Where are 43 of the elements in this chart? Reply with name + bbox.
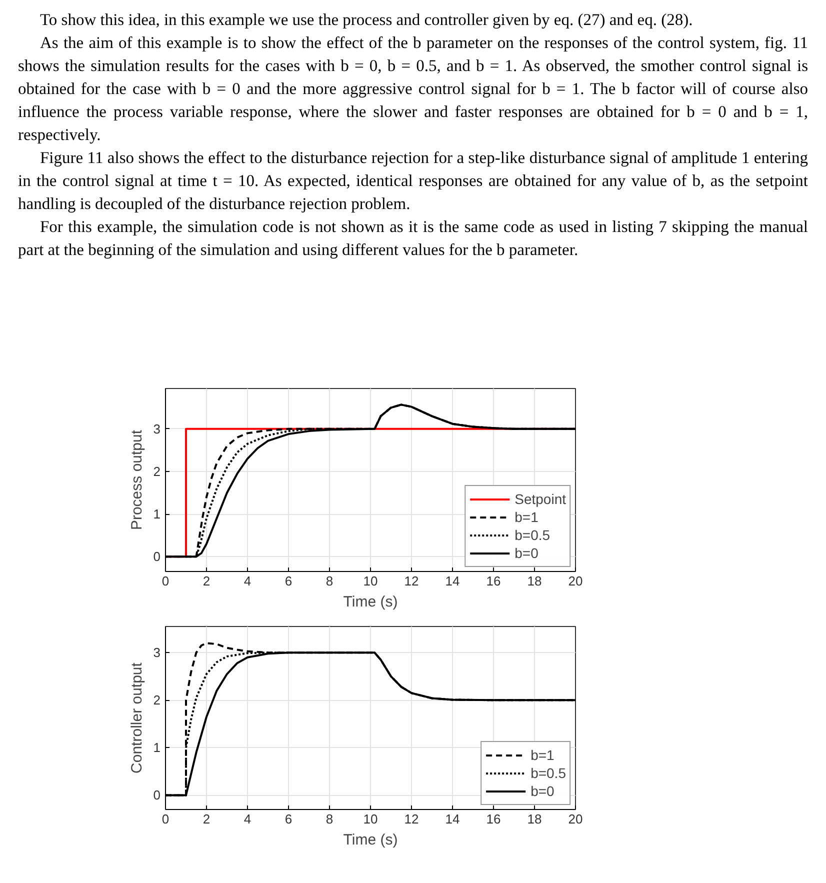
caption: Figure 11 also shows the effect to the disturbance rejection for a step-like disturbance signal of amplitude 1 entering in the control signal at time t = 10. As expected, identical responses are obtained for any value of b, as the setpoint handling is decoupled of the disturbance rejection problem.: [18, 147, 808, 215]
x-tick-label: 8: [326, 812, 334, 826]
text: To show this idea, in this example we use the process and controller given by eq. (27) and eq. (28).: [39, 9, 694, 31]
x-tick-label: 12: [404, 812, 419, 826]
legend-label: b=0: [514, 544, 538, 562]
legend-label: b=1: [514, 508, 538, 526]
y-tick-label: 1: [153, 740, 161, 756]
x-tick-label: 14: [445, 574, 460, 588]
x-tick-label: 16: [486, 812, 501, 826]
legend-label: b=1: [530, 746, 554, 764]
y-axis-title: Process output: [128, 429, 146, 530]
x-tick-label: 4: [244, 574, 252, 588]
x-tick-label: 6: [284, 812, 292, 826]
x-axis-title: Time (s): [343, 832, 398, 848]
x-tick-label: 8: [326, 574, 334, 588]
x-tick-label: 4: [244, 812, 252, 826]
x-axis-title: Time (s): [343, 594, 398, 610]
x-tick-label: 10: [363, 574, 378, 588]
y-axis-title: Controller output: [128, 662, 146, 774]
x-tick-label: 2: [202, 812, 210, 826]
x-tick-label: 18: [527, 574, 542, 588]
x-tick-label: 12: [404, 574, 419, 588]
legend-label: b=0: [530, 782, 554, 800]
x-tick-label: 16: [486, 574, 501, 588]
y-tick-label: 3: [153, 421, 161, 436]
y-tick-label: 2: [153, 692, 161, 708]
text: For this example, the simulation code is not shown as it is the same code as used in listing 7 skipping the manual part at the beginning of the simulation and using different values for the b parameter.: [18, 216, 808, 261]
y-tick-label: 1: [153, 506, 161, 522]
legend-label: Setpoint: [514, 490, 566, 508]
x-tick-label: 20: [568, 574, 583, 588]
y-tick-label: 0: [153, 788, 161, 803]
y-tick-label: 3: [153, 645, 161, 660]
x-tick-label: 10: [363, 812, 378, 826]
x-tick-label: 6: [284, 574, 292, 588]
x-tick-label: 18: [527, 812, 542, 826]
y-tick-label: 2: [153, 464, 161, 479]
y-tick-label: 0: [153, 549, 161, 564]
text: As the aim of this example is to show the effect of the b parameter on the responses of the control system, fig. 11 shows the simulation results for the cases with b = 0, b = 0.5, and b = 1. As observed, the smother control signal is obtained for the case with b = 0 and the more aggressive control signal for b = 1. The b factor will of course also influence the process variable response, where the slower and faster responses are obtained for b = 0 and b = 1, respectively.: [18, 32, 808, 146]
legend-label: b=0.5: [530, 764, 566, 782]
x-tick-label: 20: [568, 812, 583, 826]
x-tick-label: 14: [445, 812, 460, 826]
x-tick-label: 2: [202, 574, 210, 588]
legend-label: b=0.5: [514, 526, 550, 544]
